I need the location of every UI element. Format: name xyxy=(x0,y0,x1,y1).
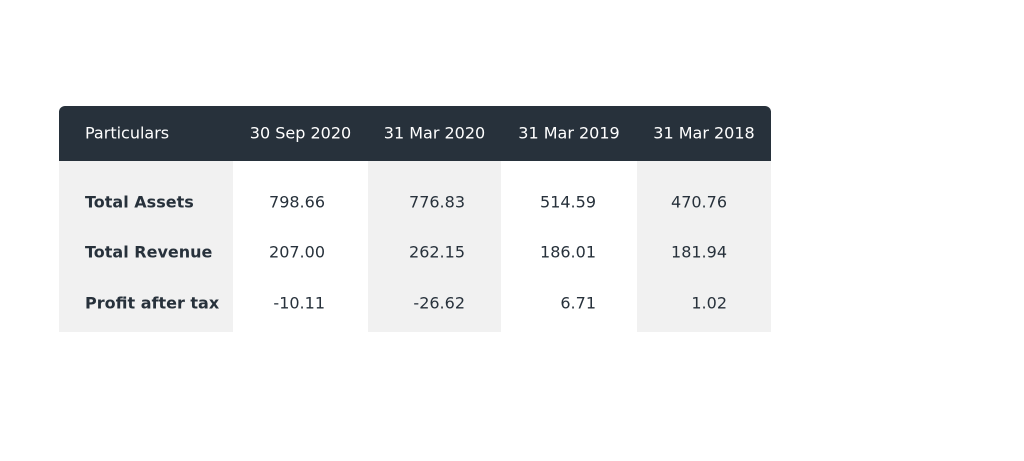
value-cell: -26.62 xyxy=(413,293,465,313)
value-cell: 514.59 xyxy=(540,192,596,212)
row-label: Profit after tax xyxy=(85,293,220,313)
value-cell: 186.01 xyxy=(540,242,596,262)
value-cell: -10.11 xyxy=(273,293,325,313)
column-background xyxy=(368,161,501,332)
header-cell: 31 Mar 2018 xyxy=(653,123,755,143)
header-cell: 31 Mar 2019 xyxy=(518,123,620,143)
value-cell: 181.94 xyxy=(671,242,727,262)
column-background xyxy=(59,161,233,332)
financial-table: Particulars 30 Sep 2020 31 Mar 2020 31 Mar … xyxy=(59,106,771,332)
value-cell: 6.71 xyxy=(560,293,596,313)
value-cell: 1.02 xyxy=(691,293,727,313)
table-header xyxy=(59,106,771,161)
row-label: Total Assets xyxy=(85,192,194,212)
header-cell: 31 Mar 2020 xyxy=(383,123,486,143)
row-label: Total Revenue xyxy=(85,242,213,262)
column-background xyxy=(637,161,771,332)
value-cell: 776.83 xyxy=(409,192,465,212)
value-cell: 262.15 xyxy=(409,242,465,262)
value-cell: 798.66 xyxy=(269,192,325,212)
header-cell: Particulars xyxy=(85,123,170,143)
value-cell: 470.76 xyxy=(671,192,727,212)
header-cell: 30 Sep 2020 xyxy=(249,123,352,143)
value-cell: 207.00 xyxy=(269,242,325,262)
